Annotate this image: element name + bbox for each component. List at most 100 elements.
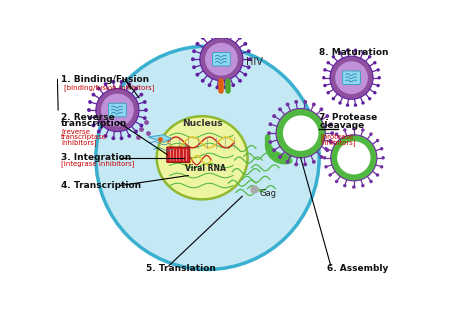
Circle shape [303,100,307,104]
Circle shape [231,83,235,87]
Circle shape [207,83,212,87]
Text: cleavage: cleavage [319,121,365,130]
Circle shape [361,184,364,187]
Circle shape [325,114,329,118]
Circle shape [368,97,371,100]
Circle shape [381,156,385,160]
Circle shape [272,114,276,118]
Text: 6. Assembly: 6. Assembly [327,264,388,273]
Circle shape [320,107,323,111]
Circle shape [373,91,377,95]
Circle shape [200,38,243,81]
Circle shape [96,46,319,269]
Circle shape [376,68,380,72]
Circle shape [294,162,298,166]
Circle shape [104,134,108,138]
Circle shape [248,57,252,61]
Circle shape [112,80,115,84]
Text: 5. Translation: 5. Translation [146,264,216,273]
Circle shape [134,87,138,90]
Circle shape [322,76,325,79]
Text: Gag: Gag [259,189,276,198]
Text: 8. Maturation: 8. Maturation [319,48,389,57]
Circle shape [335,180,338,183]
Circle shape [346,103,349,107]
Text: [binding/fusion inhibitors]: [binding/fusion inhibitors] [63,84,154,91]
Circle shape [104,82,108,86]
Circle shape [127,134,131,138]
Circle shape [330,56,373,99]
Circle shape [323,84,327,87]
Circle shape [346,49,349,52]
Text: inhibitors]: inhibitors] [61,139,97,146]
Circle shape [243,73,248,77]
Circle shape [331,135,377,181]
Circle shape [195,42,199,46]
Circle shape [207,31,212,35]
Circle shape [324,147,328,150]
Circle shape [143,100,147,104]
Circle shape [192,65,196,69]
FancyBboxPatch shape [108,103,126,117]
Circle shape [201,36,205,40]
Text: Nucleus: Nucleus [182,119,222,128]
Text: 2. Reverse: 2. Reverse [61,113,115,122]
Text: [integrase inhibitors]: [integrase inhibitors] [61,160,135,167]
Circle shape [326,61,330,64]
Text: transcription: transcription [61,119,128,128]
Ellipse shape [157,116,248,199]
Circle shape [369,180,373,183]
Circle shape [352,185,356,189]
Circle shape [91,93,95,97]
Circle shape [286,102,289,106]
Circle shape [324,165,328,169]
Circle shape [380,147,383,150]
Text: 3. Integration: 3. Integration [61,153,131,162]
Circle shape [276,109,325,158]
Circle shape [278,155,282,159]
Circle shape [272,148,276,152]
Circle shape [325,148,329,152]
Circle shape [378,76,381,79]
Circle shape [283,116,319,151]
Circle shape [328,139,332,142]
Circle shape [97,130,101,133]
Circle shape [294,100,298,104]
Text: 4. Transcription: 4. Transcription [61,181,141,190]
Circle shape [238,36,242,40]
Text: transcriptase: transcriptase [61,134,107,140]
Circle shape [87,108,91,112]
Text: [protease: [protease [321,133,354,140]
Circle shape [120,80,123,84]
Circle shape [216,29,219,33]
Circle shape [329,140,333,144]
Circle shape [320,155,323,159]
Text: HIV: HIV [246,57,263,67]
Circle shape [88,100,92,104]
Circle shape [195,73,199,77]
Circle shape [312,102,316,106]
Circle shape [326,91,330,95]
FancyBboxPatch shape [166,147,190,162]
Circle shape [332,97,335,100]
Text: [reverse: [reverse [61,128,90,135]
Circle shape [338,51,342,54]
Circle shape [343,184,346,187]
Circle shape [369,133,373,136]
Circle shape [352,127,356,130]
Circle shape [144,108,148,112]
Circle shape [361,101,365,105]
Circle shape [343,128,346,132]
Circle shape [201,79,205,83]
Text: Viral RNA: Viral RNA [185,164,225,173]
Circle shape [216,85,219,89]
Circle shape [361,51,365,54]
Circle shape [286,160,289,164]
Circle shape [338,101,342,105]
Circle shape [120,136,123,140]
Circle shape [224,85,227,89]
Circle shape [376,84,380,87]
Circle shape [380,165,383,169]
Circle shape [332,55,335,58]
FancyBboxPatch shape [342,71,360,84]
